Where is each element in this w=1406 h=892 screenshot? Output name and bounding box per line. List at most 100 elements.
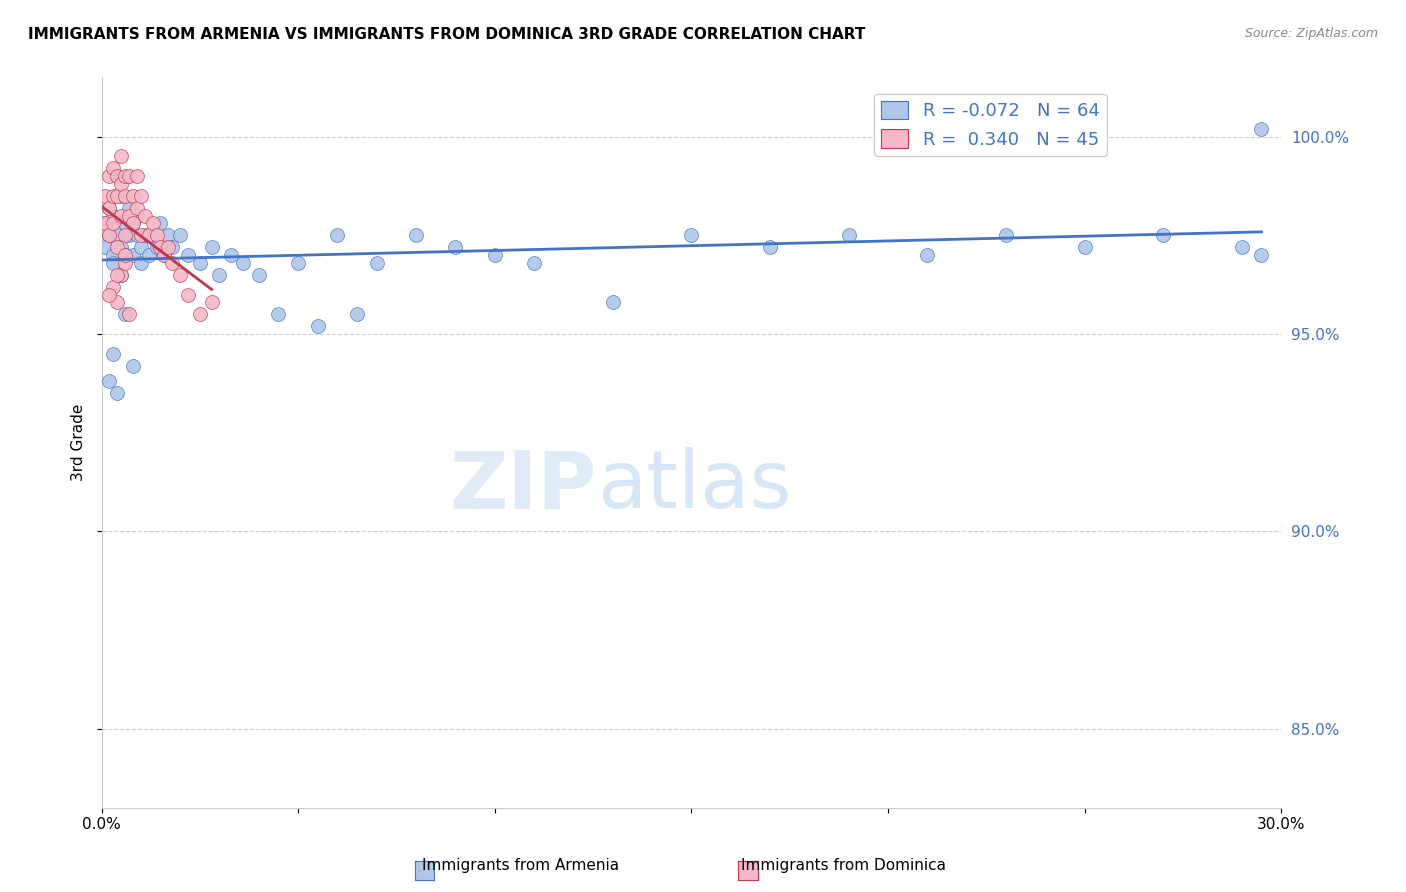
Point [602,295,624,310]
Point [366,256,388,270]
Point [681,228,703,243]
Point [114,307,136,321]
Point [208,268,231,282]
Point [103,279,125,293]
Text: atlas: atlas [598,448,792,525]
Point [122,359,145,373]
Point [114,228,136,243]
Text: Immigrants from Dominica: Immigrants from Dominica [741,858,946,872]
Point [177,287,200,301]
Point [98,228,121,243]
Point [103,248,125,262]
Text: ZIP: ZIP [450,448,598,525]
Point [145,228,167,243]
Point [94,240,117,254]
Point [103,347,125,361]
Point [114,169,136,183]
Point [103,189,125,203]
Point [153,248,176,262]
Point [201,240,224,254]
Point [138,248,160,262]
Point [98,375,121,389]
Point [1250,121,1272,136]
Point [188,256,211,270]
Point [114,248,136,262]
Point [523,256,546,270]
Point [232,256,254,270]
Point [118,209,141,223]
Point [125,201,148,215]
Point [153,248,176,262]
Point [188,307,211,321]
Point [98,201,121,215]
Point [98,201,121,215]
Point [105,228,128,243]
Point [138,228,160,243]
Point [247,268,270,282]
Point [1152,228,1174,243]
Text: Immigrants from Armenia: Immigrants from Armenia [422,858,619,872]
Point [98,287,121,301]
Point [94,217,117,231]
Point [110,268,132,282]
Point [103,209,125,223]
Point [142,217,165,231]
Point [114,256,136,270]
Point [94,217,117,231]
Point [162,240,184,254]
Point [118,228,141,243]
Point [105,295,128,310]
Point [125,228,148,243]
Point [118,169,141,183]
Point [105,268,128,282]
Point [915,248,938,262]
Point [169,228,191,243]
Point [110,268,132,282]
Point [838,228,860,243]
Point [105,240,128,254]
Point [267,307,290,321]
Y-axis label: 3rd Grade: 3rd Grade [72,404,86,482]
Point [1230,240,1253,254]
Point [177,248,200,262]
Point [157,240,180,254]
Point [134,228,156,243]
Point [149,240,172,254]
Text: IMMIGRANTS FROM ARMENIA VS IMMIGRANTS FROM DOMINICA 3RD GRADE CORRELATION CHART: IMMIGRANTS FROM ARMENIA VS IMMIGRANTS FR… [28,27,866,42]
Point [110,177,132,191]
Text: Source: ZipAtlas.com: Source: ZipAtlas.com [1244,27,1378,40]
Point [145,240,167,254]
Point [162,256,184,270]
Point [122,189,145,203]
Point [149,217,172,231]
Point [118,307,141,321]
Point [110,240,132,254]
Point [129,256,152,270]
Point [157,228,180,243]
Point [110,189,132,203]
Point [405,228,427,243]
Point [122,248,145,262]
Point [484,248,506,262]
Point [98,169,121,183]
Point [103,217,125,231]
Point [129,189,152,203]
Point [125,169,148,183]
Point [114,248,136,262]
Point [759,240,782,254]
Point [219,248,242,262]
Point [122,217,145,231]
Point [105,386,128,401]
Point [1073,240,1095,254]
Point [105,169,128,183]
Point [110,149,132,163]
Point [105,169,128,183]
Point [1250,248,1272,262]
Point [105,189,128,203]
Point [129,240,152,254]
Point [142,228,165,243]
Point [134,209,156,223]
Point [98,228,121,243]
Point [444,240,467,254]
Point [307,319,329,334]
